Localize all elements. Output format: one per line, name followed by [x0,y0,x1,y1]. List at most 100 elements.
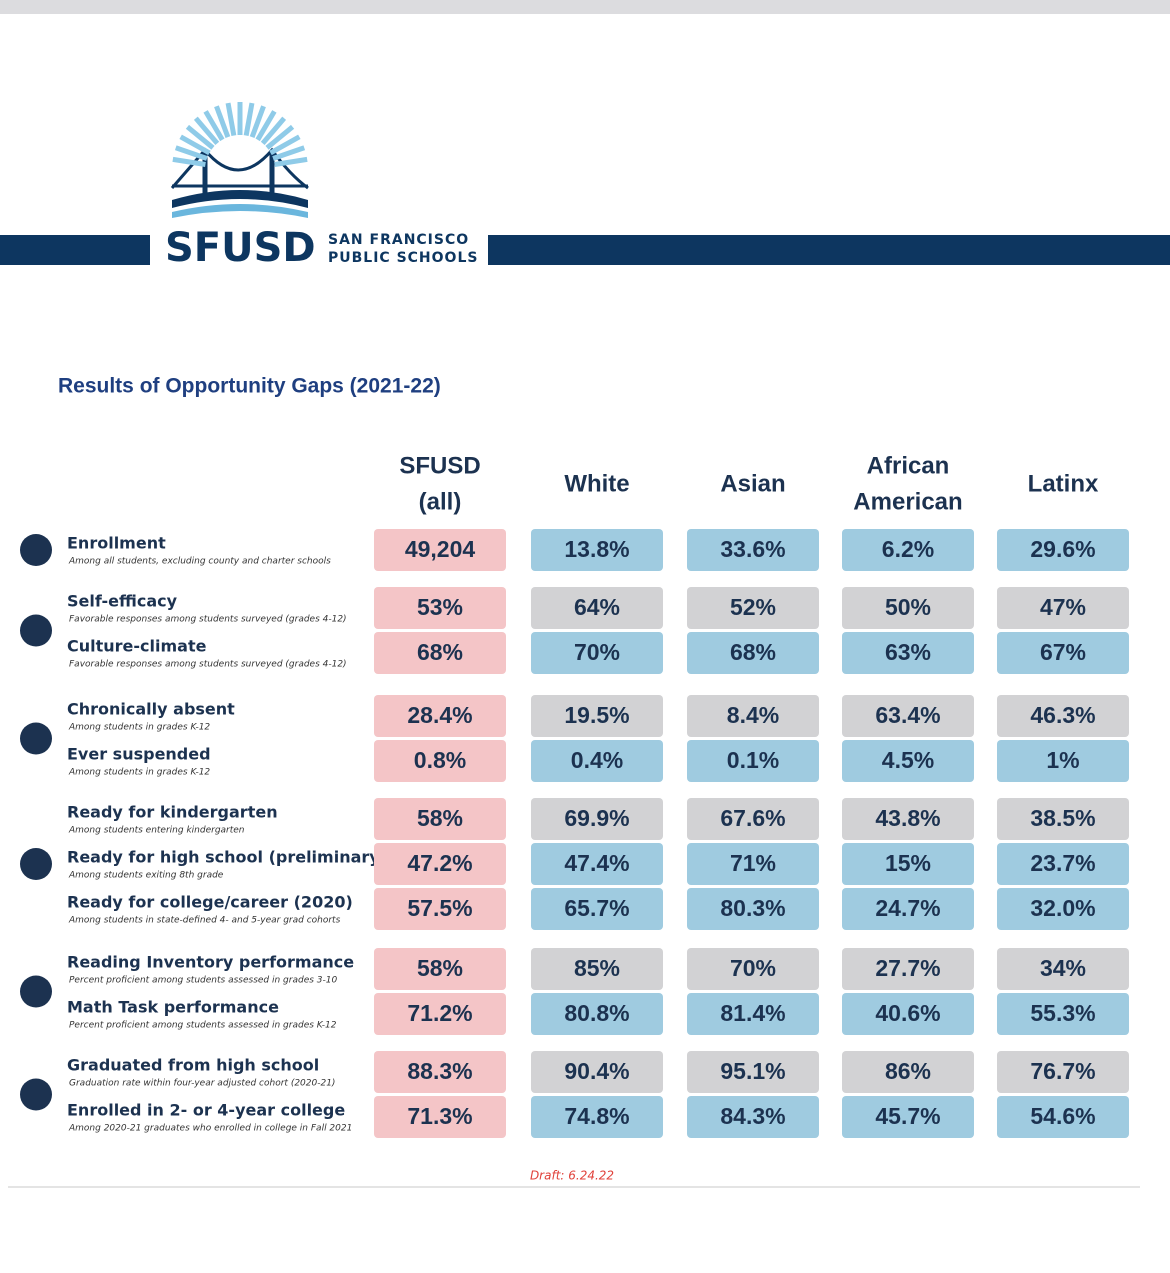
logo-ray [255,110,277,142]
cell [842,632,974,674]
cell-value: 32.0% [1030,895,1095,921]
cell [997,587,1129,629]
cell [687,948,819,990]
cell-value: 43.8% [875,805,940,831]
cell-value: 68% [417,639,463,665]
cell [374,587,506,629]
cell-value: 63.4% [875,702,940,728]
top-bar [0,0,1170,14]
logo-ray [274,156,308,167]
cell [374,1051,506,1093]
cell [687,695,819,737]
cell-value: 65.7% [564,895,629,921]
cell-value: 45.7% [875,1103,940,1129]
cell [842,798,974,840]
row-note: Among students entering kindergarten [68,826,245,836]
cell-value: 67% [1040,639,1086,665]
cell [374,798,506,840]
logo-name: SFUSD [165,225,316,271]
column-header: African [867,452,950,479]
row-label: Chronically absent [67,700,235,719]
cell [997,798,1129,840]
logo-ray [203,110,225,142]
cell [531,843,663,885]
cell-value: 28.4% [407,702,472,728]
cell-value: 52% [730,594,776,620]
row-note: Among 2020-21 graduates who enrolled in … [68,1124,352,1134]
logo-ray [214,105,231,139]
column-header: White [564,470,629,497]
cell-value: 74.8% [564,1103,629,1129]
cell-value: 33.6% [720,536,785,562]
row-label: Math Task performance [67,998,279,1017]
draft-note: Draft: 6.24.22 [530,1169,614,1183]
cell [842,1051,974,1093]
cell [842,888,974,930]
cell [842,1096,974,1138]
group-icon [20,848,52,880]
cell-value: 47.2% [407,850,472,876]
cell [687,843,819,885]
group-icon [20,534,52,566]
cell-value: 81.4% [720,1000,785,1026]
cell-value: 8.4% [727,702,779,728]
row-note: Among all students, excluding county and… [68,557,331,567]
cell [531,632,663,674]
cell-value: 95.1% [720,1058,785,1084]
cell [842,529,974,571]
cell-value: 58% [417,805,463,831]
row-note: Among students in state-defined 4- and 5… [68,916,341,926]
row-note: Favorable responses among students surve… [69,615,347,625]
cell [687,529,819,571]
cell-value: 38.5% [1030,805,1095,831]
cell [842,948,974,990]
cell [531,948,663,990]
cell-value: 86% [885,1058,931,1084]
cell-value: 13.8% [564,536,629,562]
cell-value: 63% [885,639,931,665]
cell-value: 69.9% [564,805,629,831]
cell [997,695,1129,737]
cell-value: 29.6% [1030,536,1095,562]
row-note: Among students in grades K-12 [68,768,210,778]
cell-value: 47% [1040,594,1086,620]
cell [687,587,819,629]
cell [531,798,663,840]
cell [842,993,974,1035]
cell [687,1051,819,1093]
cell [531,1096,663,1138]
cell-value: 67.6% [720,805,785,831]
logo-ray [179,134,211,156]
cell [531,1051,663,1093]
cell-value: 68% [730,639,776,665]
cell-value: 15% [885,850,931,876]
cell-value: 88.3% [407,1058,472,1084]
row-note: Percent proficient among students assess… [69,1021,337,1031]
cell-value: 19.5% [564,702,629,728]
cell [374,695,506,737]
cell [842,695,974,737]
logo-ray [172,156,206,167]
cell-value: 71.2% [407,1000,472,1026]
cell [687,632,819,674]
cell [842,740,974,782]
cell-value: 50% [885,594,931,620]
row-note: Among students exiting 8th grade [68,871,224,881]
cell-value: 57.5% [407,895,472,921]
group-icon [20,722,52,755]
cell-value: 6.2% [882,536,934,562]
cell-value: 1% [1046,747,1079,773]
row-label: Enrollment [67,534,166,553]
logo-ray [269,134,301,156]
column-header: Asian [720,470,785,497]
cell [687,740,819,782]
cell [531,587,663,629]
cell-value: 49,204 [405,536,476,562]
cell-value: 0.8% [414,747,466,773]
cell-value: 0.4% [571,747,623,773]
column-header: SFUSD [399,452,480,479]
logo-ray [249,105,266,139]
cell-value: 4.5% [882,747,934,773]
cell [374,740,506,782]
